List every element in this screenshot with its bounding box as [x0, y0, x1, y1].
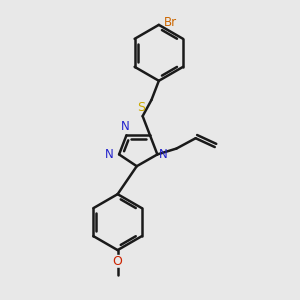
Text: N: N — [159, 148, 168, 161]
Text: N: N — [105, 148, 114, 161]
Text: Br: Br — [164, 16, 177, 29]
Text: O: O — [113, 255, 122, 268]
Text: S: S — [137, 101, 145, 114]
Text: N: N — [121, 120, 129, 133]
